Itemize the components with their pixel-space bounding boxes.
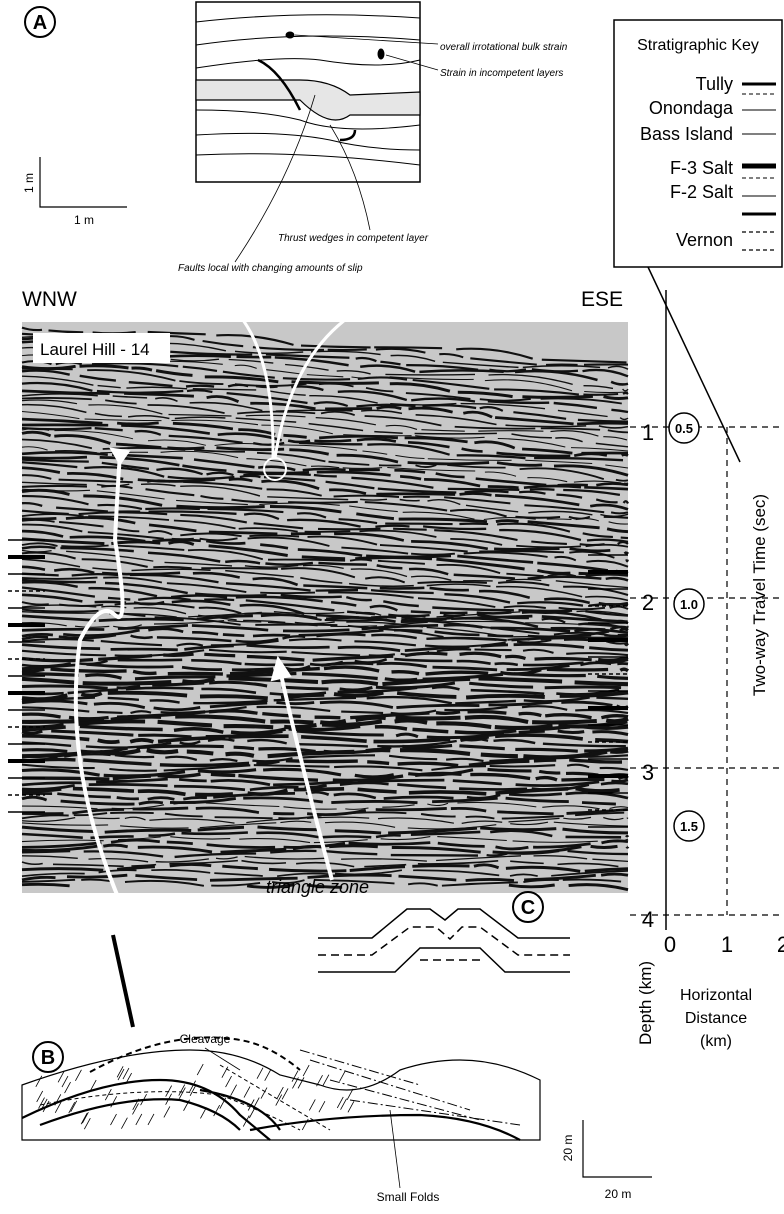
tick-label: 4 bbox=[642, 907, 654, 932]
cleavage-tick bbox=[298, 1077, 304, 1088]
axis-title: Two-way Travel Time (sec) bbox=[750, 494, 769, 696]
scale-label: 20 m bbox=[605, 1187, 632, 1201]
cleavage-tick bbox=[222, 1067, 228, 1078]
scale-bar bbox=[40, 157, 127, 207]
scale-label: 20 m bbox=[561, 1135, 575, 1162]
key-label: F-3 Salt bbox=[670, 158, 733, 178]
tick-label: 2 bbox=[777, 932, 784, 957]
cleavage-tick bbox=[71, 1101, 77, 1112]
axis-title: Depth (km) bbox=[636, 961, 655, 1045]
cleavage-tick bbox=[244, 1087, 250, 1098]
cleavage-tick bbox=[253, 1098, 259, 1109]
tick-label: 3 bbox=[642, 760, 654, 785]
cleavage-tick bbox=[75, 1070, 81, 1081]
cleavage-tick bbox=[339, 1071, 345, 1082]
annotation: overall irrotational bulk strain bbox=[440, 42, 568, 53]
cleavage-tick bbox=[148, 1114, 154, 1125]
key-label: Onondaga bbox=[649, 98, 734, 118]
panel-label: B bbox=[41, 1047, 55, 1069]
cleavage-tick bbox=[84, 1118, 90, 1129]
annotation: Faults local with changing amounts of sl… bbox=[178, 263, 363, 274]
cleavage-tick bbox=[319, 1101, 325, 1112]
direction-label: WNW bbox=[22, 288, 77, 311]
cleavage-tick bbox=[231, 1085, 237, 1096]
cleavage-tick bbox=[282, 1088, 288, 1099]
axis-title-line: (km) bbox=[700, 1033, 732, 1050]
scale-label: 1 m bbox=[74, 213, 94, 227]
figure: A overall irrotational bulk strain Strai… bbox=[0, 0, 784, 1214]
cleavage-tick bbox=[164, 1106, 170, 1117]
panel-label: C bbox=[521, 897, 535, 919]
annotation: Strain in incompetent layers bbox=[440, 68, 563, 79]
tick-label: 1 bbox=[721, 932, 733, 957]
leader-line bbox=[390, 1110, 400, 1188]
cleavage-tick bbox=[121, 1118, 127, 1129]
tick-label: 1 bbox=[642, 420, 654, 445]
cleavage-tick bbox=[111, 1096, 117, 1107]
tick-label: 1.5 bbox=[680, 819, 698, 834]
key-title: Stratigraphic Key bbox=[637, 37, 759, 54]
cleavage-tick bbox=[257, 1068, 263, 1079]
cleavage-tick bbox=[323, 1075, 329, 1086]
page: {"panel_a": {"label": "A", "annotations"… bbox=[0, 0, 784, 1214]
cleavage-tick bbox=[309, 1099, 315, 1110]
leader-line bbox=[235, 35, 438, 262]
cleavage-tick bbox=[190, 1085, 196, 1096]
key-label: Bass Island bbox=[640, 124, 733, 144]
line-name: Laurel Hill - 14 bbox=[40, 340, 150, 359]
axis-title-line: Distance bbox=[685, 1010, 747, 1027]
panel-label: A bbox=[33, 12, 47, 34]
axis-title-line: Horizontal bbox=[680, 987, 752, 1004]
key-label: F-2 Salt bbox=[670, 182, 733, 202]
cleavage-tick bbox=[37, 1091, 43, 1102]
cleavage-tick bbox=[190, 1081, 196, 1092]
cleavage-tick bbox=[82, 1112, 88, 1123]
caption: triangle zone bbox=[266, 877, 369, 897]
cleavage-tick bbox=[249, 1107, 255, 1118]
cleavage-tick bbox=[111, 1114, 117, 1125]
cleavage-ticks bbox=[36, 1064, 354, 1130]
cleavage-tick bbox=[197, 1064, 203, 1075]
scale-label: 1 m bbox=[22, 173, 36, 193]
key-label: Vernon bbox=[676, 230, 733, 250]
direction-label: ESE bbox=[581, 288, 623, 311]
cleavage-tick bbox=[200, 1107, 206, 1118]
tick-label: 0.5 bbox=[675, 421, 693, 436]
cleavage-tick bbox=[65, 1082, 71, 1093]
axis-title: Horizontal Distance (km) bbox=[680, 987, 752, 1050]
panel-b-sketch bbox=[22, 1037, 652, 1177]
leader-line bbox=[113, 935, 133, 1027]
cleavage-tick bbox=[348, 1101, 354, 1112]
strain-ellipse bbox=[378, 49, 384, 59]
cleavage-tick bbox=[62, 1076, 68, 1087]
annotation: Cleavage bbox=[180, 1032, 231, 1046]
annotation: Thrust wedges in competent layer bbox=[278, 233, 429, 244]
cleavage-tick bbox=[226, 1076, 232, 1087]
cleavage-tick bbox=[136, 1114, 142, 1125]
time-ticks: 0.5 1.0 1.5 bbox=[675, 421, 698, 834]
cleavage-tick bbox=[303, 1065, 309, 1076]
cleavage-tick bbox=[69, 1102, 75, 1113]
tick-label: 0 bbox=[664, 932, 676, 957]
cleavage-tick bbox=[261, 1088, 267, 1099]
strain-ellipse bbox=[286, 32, 294, 38]
cleavage-tick bbox=[265, 1070, 271, 1081]
competent-layer bbox=[196, 80, 420, 120]
cleavage-tick bbox=[36, 1076, 42, 1087]
annotation: Small Folds bbox=[377, 1190, 440, 1204]
key-label: Tully bbox=[696, 74, 733, 94]
tick-label: 1.0 bbox=[680, 597, 698, 612]
tick-label: 2 bbox=[642, 590, 654, 615]
cleavage-tick bbox=[81, 1113, 87, 1124]
